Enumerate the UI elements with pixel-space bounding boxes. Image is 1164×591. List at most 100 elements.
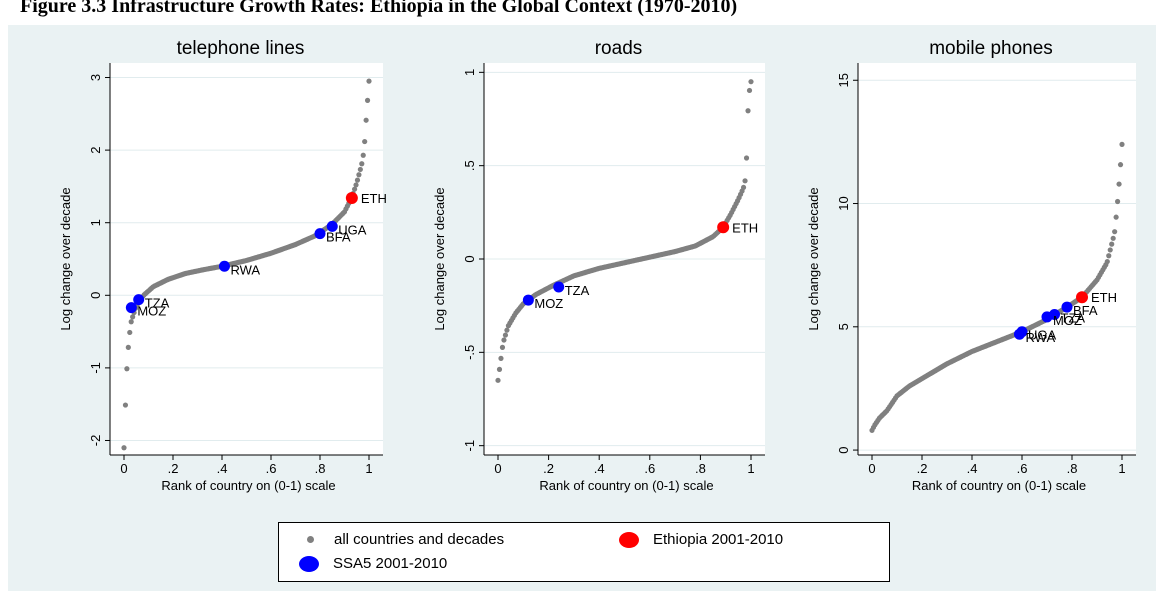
y-tick-label: -1 (462, 440, 477, 452)
ssa5-label: TZA (1061, 310, 1086, 325)
ethiopia-label: ETH (1091, 290, 1117, 305)
legend-marker-all (307, 536, 314, 543)
legend-label-all: all countries and decades (334, 531, 505, 548)
ethiopia-point (345, 192, 358, 205)
x-tick-label: .8 (695, 461, 706, 476)
y-tick-label: .5 (462, 160, 477, 171)
data-point (1106, 253, 1112, 259)
data-point (501, 337, 507, 343)
ssa5-point (133, 294, 145, 306)
ssa5-point (125, 302, 137, 314)
y-tick-label: 1 (88, 219, 103, 226)
legend-label-ethiopia: Ethiopia 2001-2010 (653, 531, 784, 548)
chart-panel-3: 0 5 10 15 0 .2 .4 .6 .8 1 mobile phones Rank of cou… (806, 38, 1136, 493)
ssa5-label: RWA (230, 262, 260, 277)
ssa5-label: BFA (326, 230, 351, 245)
legend-item-ssa5: SSA5 2001-2010 (299, 555, 447, 572)
x-tick-label: .2 (543, 461, 554, 476)
data-point (748, 79, 754, 85)
data-point (495, 377, 501, 383)
x-tick-label: 1 (747, 461, 754, 476)
data-point (496, 366, 503, 372)
legend-item-ethiopia: Ethiopia 2001-2010 (619, 531, 783, 548)
data-point (502, 332, 509, 338)
x-axis-label: Rank of country on (0-1) scale (912, 478, 1086, 493)
ssa5-label: RWA (1026, 330, 1056, 345)
data-point (1110, 235, 1116, 241)
y-tick-label: 2 (88, 146, 103, 153)
ssa5-label: TZA (145, 296, 170, 311)
legend-marker-ethiopia (619, 531, 639, 548)
ssa5-label: MOZ (137, 304, 166, 319)
data-point (353, 182, 359, 188)
data-point (499, 344, 506, 350)
x-axis-label: Rank of country on (0-1) scale (161, 478, 335, 493)
data-point (504, 327, 510, 333)
data-point (360, 152, 366, 158)
x-tick-label: .6 (266, 461, 277, 476)
x-tick-label: .8 (1067, 461, 1078, 476)
ssa5-point (522, 294, 534, 306)
data-point (364, 97, 371, 103)
chart-panel-2: -1 -.5 0 .5 1 0 .2 .4 .6 .8 1 roads Rank of country … (432, 38, 765, 493)
x-axis-label: Rank of country on (0-1) scale (539, 478, 713, 493)
panel-title: roads (595, 38, 643, 59)
x-tick-label: 1 (1118, 461, 1125, 476)
ssa5-label: BFA (1073, 303, 1098, 318)
data-point (124, 366, 130, 372)
x-tick-label: .4 (594, 461, 605, 476)
x-tick-label: 0 (494, 461, 501, 476)
data-point (359, 161, 365, 167)
y-tick-label: 0 (88, 292, 103, 299)
ssa5-point (314, 228, 326, 240)
data-point (1114, 198, 1121, 205)
data-point (362, 138, 368, 145)
ssa5-label: UGA (338, 222, 367, 237)
y-tick-label: 1 (462, 69, 477, 76)
ssa5-label: TZA (565, 283, 590, 298)
ssa5-point (218, 260, 230, 272)
x-tick-label: .4 (967, 461, 978, 476)
y-tick-label: 0 (836, 446, 851, 453)
chart-panel-1: -2 -1 0 1 2 3 0 .2 .4 .6 .8 1 telephone lines Rank of… (58, 38, 387, 493)
data-point (357, 166, 363, 173)
data-point (121, 445, 127, 451)
ssa5-point (553, 281, 565, 293)
data-point (127, 329, 133, 336)
data-point (1109, 241, 1115, 247)
data-point (498, 355, 504, 361)
ssa5-label: MOZ (534, 296, 563, 311)
x-tick-label: 1 (365, 461, 372, 476)
panel-title: telephone lines (177, 38, 305, 59)
ethiopia-point (717, 221, 730, 234)
data-point (1113, 214, 1119, 220)
ethiopia-point (1076, 291, 1088, 304)
data-point (746, 87, 753, 94)
ssa5-point (1014, 328, 1025, 340)
y-tick-label: -2 (88, 435, 103, 447)
ssa5-point (1041, 311, 1053, 323)
x-tick-label: 0 (868, 461, 875, 476)
y-tick-label: 15 (836, 73, 851, 87)
legend-item-all: all countries and decades (301, 531, 504, 548)
data-point (1119, 141, 1125, 147)
y-axis-label: Log change over decade (58, 187, 73, 330)
ssa5-label: UGA (1028, 328, 1057, 343)
data-point (742, 178, 748, 184)
y-tick-label: -.5 (462, 345, 477, 360)
data-point (366, 78, 372, 84)
x-tick-label: .2 (917, 461, 928, 476)
data-point (122, 402, 129, 408)
y-tick-label: -1 (88, 362, 103, 374)
data-point (351, 186, 358, 192)
data-point (745, 108, 751, 114)
x-tick-label: .6 (644, 461, 655, 476)
y-tick-label: 3 (88, 74, 103, 81)
data-point (125, 344, 131, 350)
ssa5-point (326, 220, 338, 232)
x-tick-label: .4 (217, 461, 228, 476)
data-point (1117, 162, 1124, 168)
data-point (128, 319, 134, 325)
data-point (363, 117, 369, 123)
